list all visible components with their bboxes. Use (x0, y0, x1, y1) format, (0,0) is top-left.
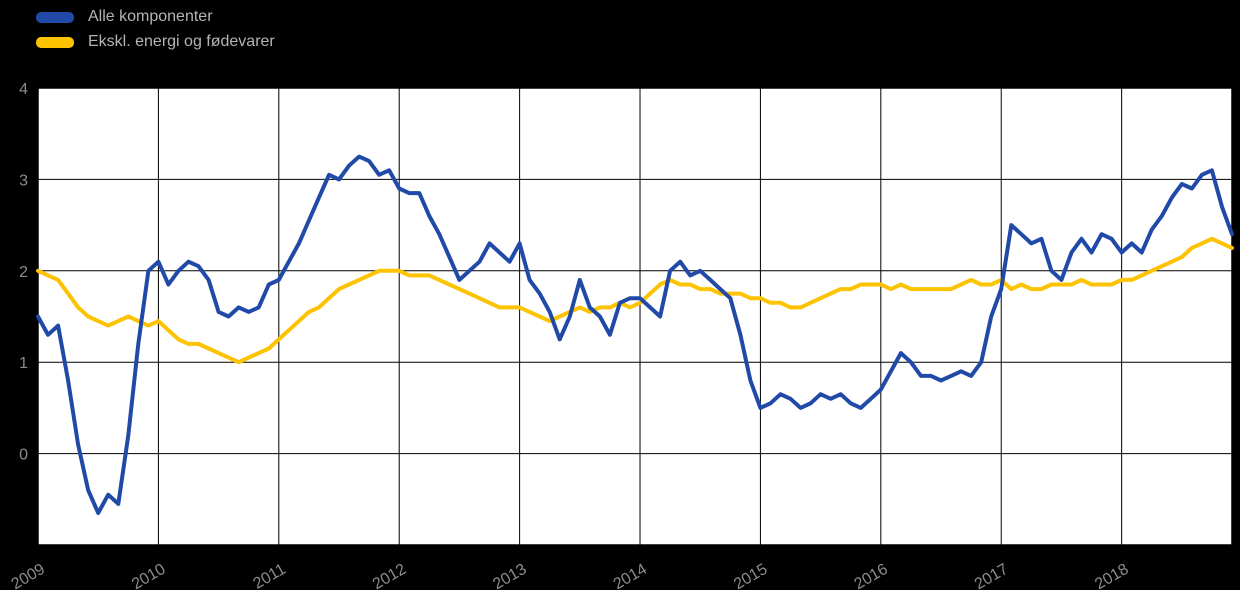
x-tick-label: 2018 (1092, 561, 1131, 590)
x-tick-label: 2016 (851, 561, 890, 590)
y-tick-label: 2 (19, 264, 28, 281)
x-tick-label: 2009 (9, 561, 48, 590)
legend-item-all-components: Alle komponenter (36, 8, 275, 26)
legend-swatch-excl-energy-food (36, 36, 74, 48)
series-line-1 (36, 236, 1234, 365)
x-tick-label: 2010 (129, 561, 168, 590)
x-tick-label: 2011 (251, 561, 289, 590)
x-tick-label: 2017 (972, 561, 1011, 590)
legend-swatch-all-components (36, 11, 74, 23)
x-tick-label: 2012 (370, 561, 409, 590)
legend-label-all-components: Alle komponenter (88, 8, 213, 25)
y-tick-label: 3 (19, 172, 28, 189)
legend-item-excl-energy-food: Ekskl. energi og fødevarer (36, 33, 275, 51)
x-tick-label: 2013 (490, 561, 529, 590)
legend: Alle komponenter Ekskl. energi og fødeva… (36, 8, 275, 51)
y-tick-label: 1 (19, 355, 28, 372)
series-line-0 (36, 154, 1234, 515)
legend-label-excl-energy-food: Ekskl. energi og fødevarer (88, 33, 275, 50)
x-tick-label: 2015 (731, 561, 770, 590)
y-tick-label: 4 (19, 81, 28, 98)
plot-area (38, 88, 1232, 545)
x-tick-label: 2014 (611, 561, 650, 590)
y-tick-label: 0 (19, 447, 28, 464)
